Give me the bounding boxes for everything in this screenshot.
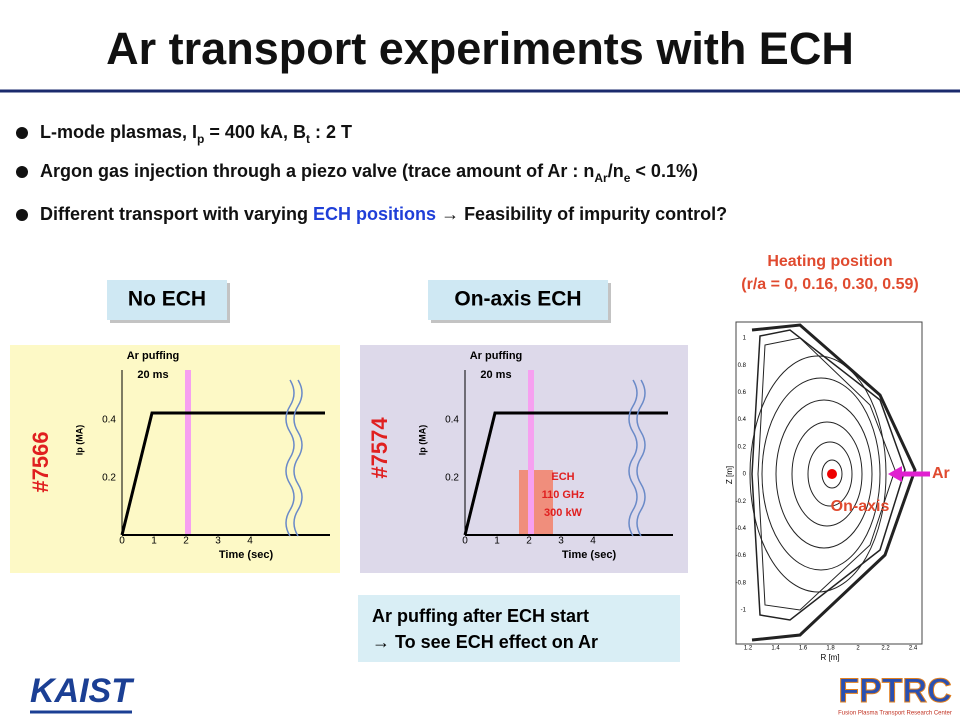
y-tick-label: 0.8	[738, 363, 747, 369]
y-tick-label: 0.4	[102, 415, 116, 426]
ech-window	[519, 470, 553, 535]
bullet-segment: /n	[608, 161, 624, 181]
note-box	[358, 595, 680, 662]
logo-left: KAIST	[30, 672, 135, 710]
y-tick-label: -0.8	[736, 580, 747, 586]
y-tick-label: -0.2	[736, 499, 747, 505]
x-tick-label: 2.2	[881, 646, 890, 652]
bullet-segment: → Feasibility of impurity control?	[436, 204, 727, 224]
y-tick-label: 0	[743, 472, 747, 478]
x-tick-label: 1.2	[744, 646, 753, 652]
x-tick-label: 4	[590, 536, 596, 547]
panel-bg	[10, 345, 340, 573]
bullet-segment: < 0.1%)	[630, 161, 698, 181]
note-line: → To see ECH effect on Ar	[372, 632, 598, 652]
bullet-dot	[16, 127, 28, 139]
y-axis-label: Ip (MA)	[74, 425, 84, 456]
x-tick-label: 1	[494, 536, 500, 547]
ech-label: 300 kW	[544, 507, 583, 519]
y-tick-label: 0.6	[738, 390, 747, 396]
gas-label: Ar	[932, 465, 950, 482]
puff-label: 20 ms	[480, 369, 511, 381]
current-trace	[463, 411, 668, 536]
label-box	[428, 280, 608, 320]
x-axis-label: Time (sec)	[562, 549, 617, 561]
axis-break	[293, 379, 303, 537]
bullet-text: L-mode plasmas, Ip = 400 kA, Bt : 2 T	[40, 122, 352, 146]
logo-caption: Fusion Plasma Transport Research Center	[838, 711, 952, 717]
note-line: Ar puffing after ECH start	[372, 606, 589, 626]
bullet-segment: t	[306, 132, 310, 146]
x-tick-label: 1.6	[799, 646, 808, 652]
y-tick-label: -0.4	[736, 526, 747, 532]
axis-break	[636, 379, 646, 537]
x-tick-label: 2.4	[909, 646, 918, 652]
puff-label: Ar puffing	[127, 350, 180, 362]
gas-arrowhead	[888, 466, 902, 482]
x-tick-label: 0	[462, 536, 468, 547]
x-tick-label: 1.8	[826, 646, 835, 652]
y-tick-label: 0.2	[445, 473, 459, 484]
bullet-segment: Argon gas injection through a piezo valv…	[40, 161, 594, 181]
axis-break	[285, 379, 295, 537]
shot-number: #7566	[28, 431, 53, 492]
bullet-segment: = 400 kA, B	[204, 122, 306, 142]
x-tick-label: 2	[183, 536, 189, 547]
bullet-segment: ECH positions	[313, 204, 436, 224]
y-tick-label: 0.2	[102, 473, 116, 484]
panel-bg	[360, 345, 688, 573]
bullet-segment: L-mode plasmas, I	[40, 122, 197, 142]
ech-label: ECH	[551, 471, 574, 483]
bullet-segment: Different transport with varying	[40, 204, 313, 224]
puff-label: 20 ms	[137, 369, 168, 381]
x-tick-label: 2	[856, 646, 860, 652]
label-box	[107, 280, 227, 320]
x-tick-label: 3	[215, 536, 221, 547]
y-tick-label: 0.2	[738, 444, 747, 450]
x-axis-label: Time (sec)	[219, 549, 274, 561]
axis-break	[628, 379, 638, 537]
x-axis-label: R [m]	[820, 653, 839, 662]
ech-label: 110 GHz	[542, 489, 585, 501]
x-tick-label: 3	[558, 536, 564, 547]
puff-bar	[528, 370, 534, 535]
x-tick-label: 1.4	[771, 646, 780, 652]
slide-title: Ar transport experiments with ECH	[106, 23, 854, 74]
x-tick-label: 1	[151, 536, 157, 547]
x-tick-label: 0	[119, 536, 125, 547]
bullet-dot	[16, 166, 28, 178]
heating-positions: (r/a = 0, 0.16, 0.30, 0.59)	[741, 276, 918, 293]
y-tick-label: 0.4	[445, 415, 459, 426]
flux-contours	[749, 323, 917, 642]
y-axis-label: Ip (MA)	[417, 425, 427, 456]
panel-label: On-axis ECH	[454, 288, 581, 311]
puff-bar	[185, 370, 191, 535]
bullet-segment: e	[624, 171, 631, 185]
bullet-segment: Ar	[594, 171, 608, 185]
current-trace	[120, 411, 325, 536]
on-axis-label: On-axis	[831, 498, 890, 515]
heating-title: Heating position	[767, 253, 892, 270]
logo-right: FPTRC	[838, 672, 951, 710]
bullet-dot	[16, 209, 28, 221]
y-tick-label: 1	[743, 336, 747, 342]
x-tick-label: 2	[526, 536, 532, 547]
bullet-text: Different transport with varying ECH pos…	[40, 204, 727, 224]
bullet-segment: : 2 T	[310, 122, 352, 142]
panel-label: No ECH	[128, 288, 206, 311]
bullet-segment: p	[197, 132, 204, 146]
bullet-text: Argon gas injection through a piezo valv…	[40, 161, 698, 185]
y-tick-label: 0.4	[738, 417, 747, 423]
on-axis-dot	[827, 469, 837, 479]
y-axis-label: Z [m]	[725, 466, 734, 484]
y-tick-label: -1	[741, 608, 747, 614]
shot-number: #7574	[367, 417, 392, 479]
y-tick-label: -0.6	[736, 553, 747, 559]
x-tick-label: 4	[247, 536, 253, 547]
puff-label: Ar puffing	[470, 350, 523, 362]
